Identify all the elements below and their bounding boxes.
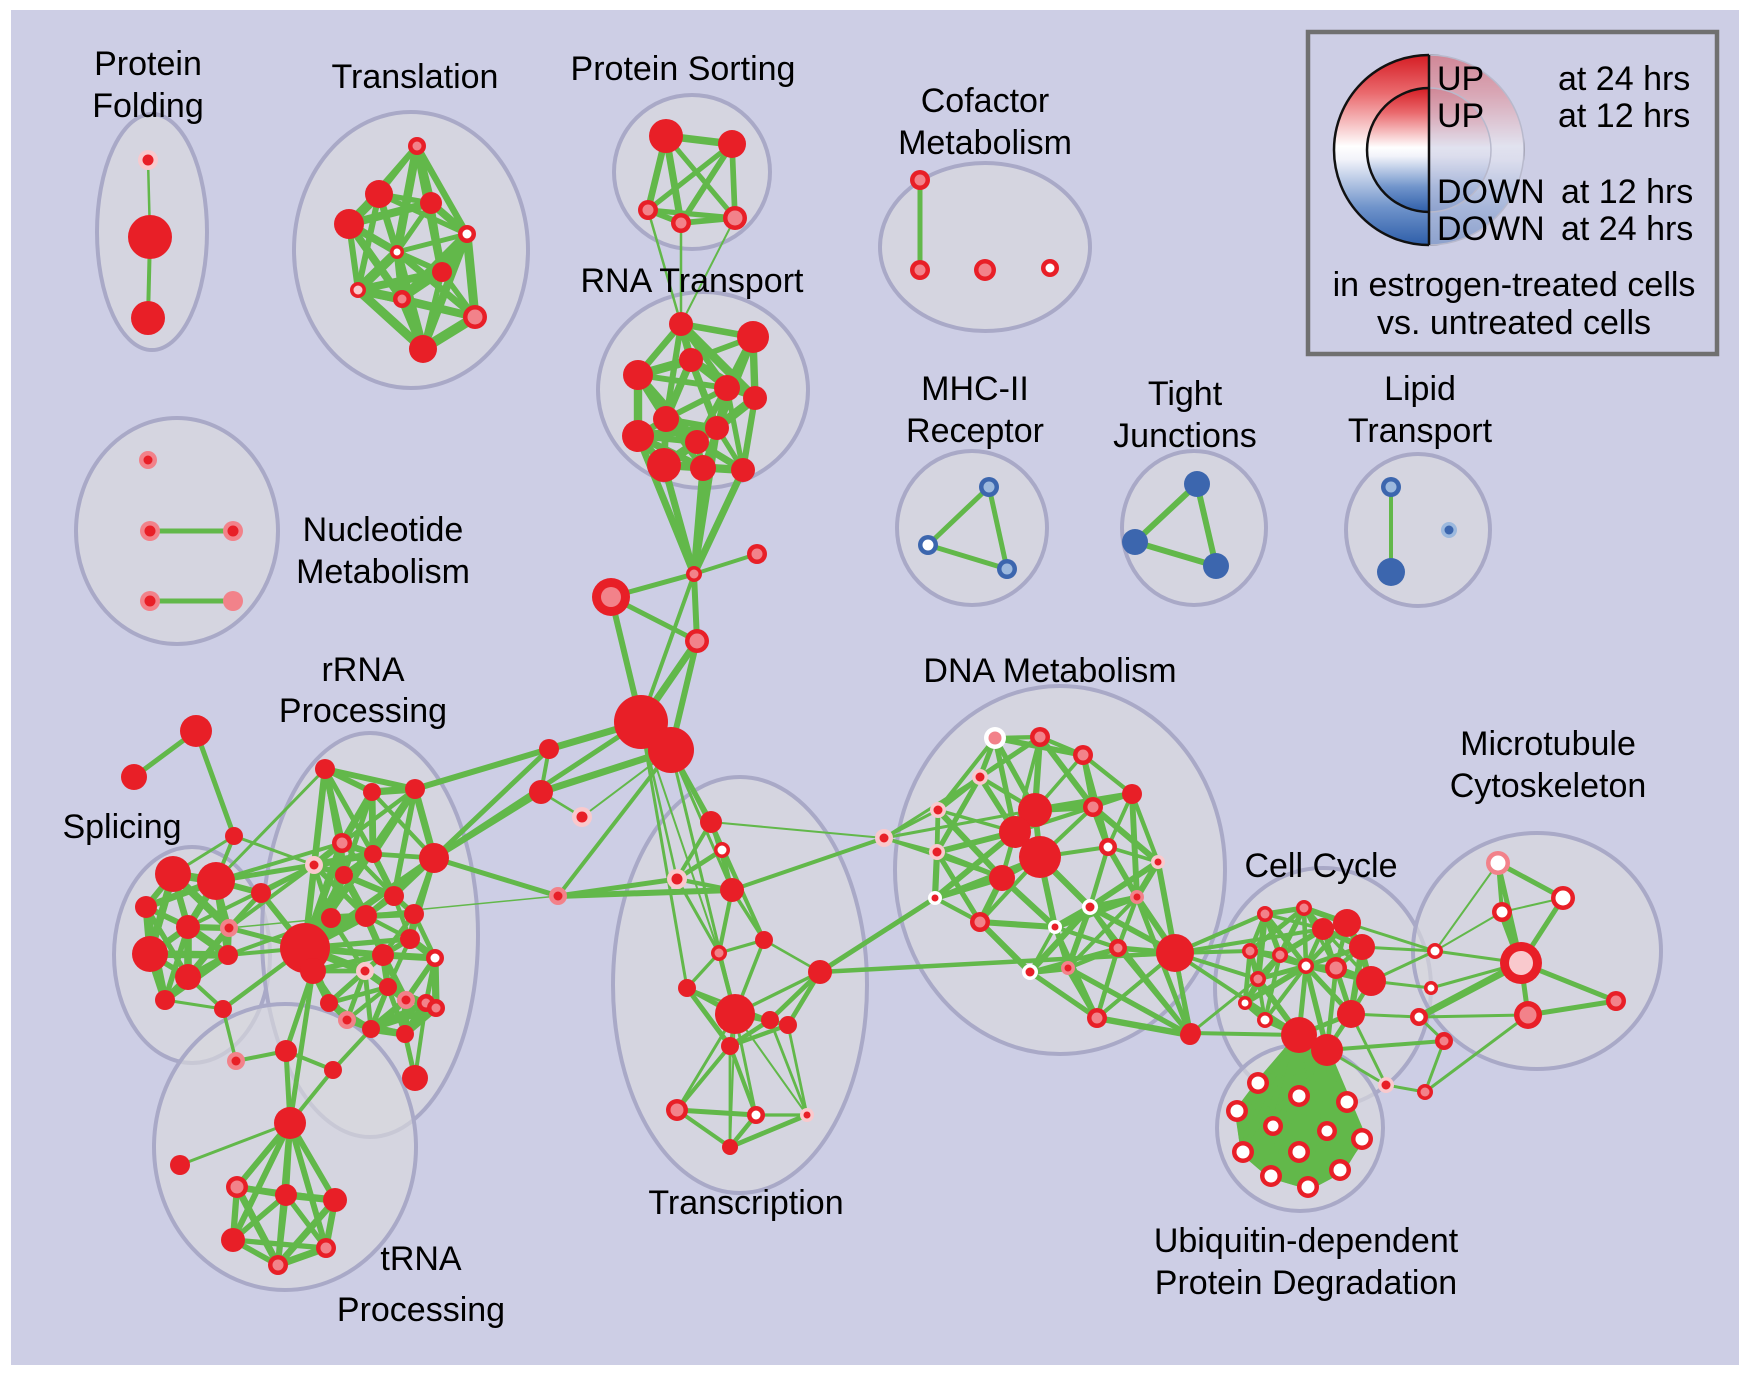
svg-text:DOWN: DOWN [1437, 210, 1545, 248]
svg-text:UP: UP [1437, 97, 1484, 135]
svg-text:Cytoskeleton: Cytoskeleton [1450, 767, 1647, 805]
svg-text:MHC-II: MHC-II [921, 370, 1029, 408]
svg-text:Processing: Processing [279, 692, 447, 730]
svg-text:Ubiquitin-dependent: Ubiquitin-dependent [1154, 1222, 1459, 1260]
svg-text:Nucleotide: Nucleotide [303, 511, 464, 549]
svg-text:Protein: Protein [94, 45, 202, 83]
svg-text:in estrogen-treated cells: in estrogen-treated cells [1333, 266, 1696, 304]
svg-text:Cell Cycle: Cell Cycle [1244, 847, 1397, 885]
svg-text:Metabolism: Metabolism [898, 124, 1072, 162]
svg-text:Cofactor: Cofactor [921, 82, 1050, 120]
svg-text:DNA Metabolism: DNA Metabolism [923, 652, 1176, 690]
svg-text:vs. untreated cells: vs. untreated cells [1377, 304, 1651, 342]
svg-text:Transport: Transport [1348, 412, 1493, 450]
svg-text:Metabolism: Metabolism [296, 553, 470, 591]
svg-text:tRNA: tRNA [380, 1240, 462, 1278]
svg-text:Junctions: Junctions [1113, 417, 1257, 455]
svg-text:rRNA: rRNA [321, 651, 404, 689]
svg-text:at 24 hrs: at 24 hrs [1561, 210, 1693, 248]
svg-text:Lipid: Lipid [1384, 370, 1456, 408]
svg-text:DOWN: DOWN [1437, 173, 1545, 211]
svg-text:Folding: Folding [92, 87, 204, 125]
svg-text:UP: UP [1437, 60, 1484, 98]
svg-text:at 12 hrs: at 12 hrs [1561, 173, 1693, 211]
svg-text:Tight: Tight [1148, 375, 1223, 413]
svg-text:Translation: Translation [332, 58, 499, 96]
svg-text:at 12 hrs: at 12 hrs [1558, 97, 1690, 135]
svg-text:Transcription: Transcription [648, 1184, 843, 1222]
svg-text:Protein Degradation: Protein Degradation [1155, 1264, 1457, 1302]
svg-text:RNA Transport: RNA Transport [581, 262, 805, 300]
svg-text:Processing: Processing [337, 1291, 505, 1329]
svg-text:Microtubule: Microtubule [1460, 725, 1636, 763]
svg-text:Protein Sorting: Protein Sorting [571, 50, 796, 88]
svg-text:at 24 hrs: at 24 hrs [1558, 60, 1690, 98]
svg-text:Splicing: Splicing [62, 808, 181, 846]
svg-text:Receptor: Receptor [906, 412, 1044, 450]
